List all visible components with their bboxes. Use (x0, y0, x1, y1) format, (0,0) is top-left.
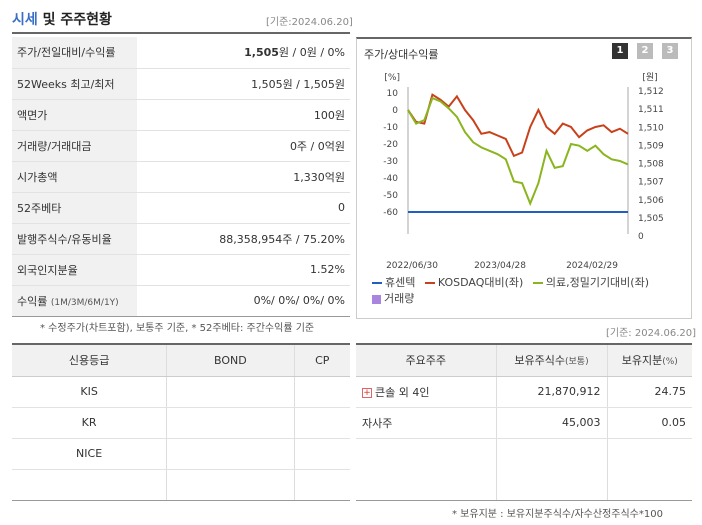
x-tick-label: 2024/02/29 (566, 261, 618, 271)
table-row: 발행주식수/유동비율 88,358,954주 / 75.20% (12, 223, 350, 255)
y-tick-label: -60 (383, 208, 398, 218)
chart-tab-1[interactable]: 1 (612, 43, 628, 59)
table-row: 52Weeks 최고/최저 1,505원 / 1,505원 (12, 68, 350, 100)
y-tick-label: -50 (383, 191, 398, 201)
holder-name: 자사주 (356, 407, 496, 439)
table-row (356, 438, 692, 501)
x-tick-label: 2023/04/28 (474, 261, 526, 271)
y-right-tick-label: 1,508 (638, 160, 664, 170)
y-tick-label: -20 (383, 140, 398, 150)
table-row: 수익률 (1M/3M/6M/1Y) 0%/ 0%/ 0%/ 0% (12, 285, 350, 317)
y-tick-label: -40 (383, 174, 398, 184)
table-row: KIS (12, 376, 350, 408)
price-table: 주가/전일대비/수익률 1,505원 / 0원 / 0% 52Weeks 최고/최… (12, 37, 350, 317)
table-row: 외국인지분율 1.52% (12, 254, 350, 286)
y-right-tick-label: 1,506 (638, 196, 664, 206)
expand-icon[interactable]: + (362, 387, 372, 398)
credit-rating-table: 신용등급 BOND CP KIS KR NICE (12, 343, 350, 501)
base-date-2: [기준: 2024.06.20] (606, 328, 697, 339)
legend-item: 휴센텍 (372, 274, 415, 290)
holder-footnote: * 보유지분 : 보유지분주식수/자수산정주식수*100 (452, 509, 663, 520)
table-row: 주가/전일대비/수익률 1,505원 / 0원 / 0% (12, 37, 350, 69)
chart-legend: 휴센텍 KOSDAQ대비(좌) 의료,정밀기기대비(좌) 거래량 (372, 274, 692, 306)
y-right-tick-label: 0 (638, 232, 644, 242)
shareholder-table: 주요주주 보유주식수(보통) 보유지분(%) + 큰솔 외 4인 21,870,9… (356, 343, 692, 501)
y-right-tick-label: 1,507 (638, 178, 664, 188)
legend-item: 의료,정밀기기대비(좌) (532, 274, 649, 290)
y-tick-label: -30 (383, 157, 398, 167)
holder-name: 큰솔 외 4인 (375, 385, 430, 399)
y-right-tick-label: 1,505 (638, 214, 664, 224)
table-row: 시가총액 1,330억원 (12, 161, 350, 193)
legend-item: 거래량 (372, 290, 414, 306)
y-tick-label: 0 (392, 106, 398, 116)
chart-tab-3[interactable]: 3 (662, 43, 678, 59)
y-tick-label: 10 (387, 89, 399, 99)
section-title: 시세 및 주주현황 (12, 12, 112, 28)
right-axis-unit: [원] (642, 72, 657, 83)
series-line (407, 96, 629, 207)
relative-return-chart: [%] [원] 10 0 -10 -20 -30 -40 -50 -60 1,512 1,511 1,5… (383, 72, 664, 271)
base-date: [기준:2024.06.20] (266, 17, 353, 28)
table-row: + 큰솔 외 4인 21,870,912 24.75 (356, 376, 692, 408)
y-right-tick-label: 1,509 (638, 141, 664, 151)
table-row: 자사주 45,003 0.05 (356, 407, 692, 439)
y-right-tick-label: 1,510 (638, 123, 664, 133)
divider (12, 32, 350, 34)
y-tick-label: -10 (383, 123, 398, 133)
chart-panel (356, 37, 692, 319)
y-right-tick-label: 1,512 (638, 87, 664, 97)
y-right-tick-label: 1,511 (638, 105, 664, 115)
chart-title: 주가/상대수익률 (364, 48, 439, 61)
table-row: KR (12, 407, 350, 439)
table-row: 52주베타 0 (12, 192, 350, 224)
table-row: 액면가 100원 (12, 99, 350, 131)
legend-item: KOSDAQ대비(좌) (424, 274, 523, 290)
chart-tab-2[interactable]: 2 (637, 43, 653, 59)
table-row: 거래량/거래대금 0주 / 0억원 (12, 130, 350, 162)
series-line (407, 93, 629, 158)
x-tick-label: 2022/06/30 (386, 261, 438, 271)
table-row (12, 469, 350, 501)
table-row: NICE (12, 438, 350, 470)
left-axis-unit: [%] (384, 73, 400, 83)
price-footnote: * 수정주가(차트포함), 보통주 기준, * 52주베타: 주간수익률 기준 (40, 323, 315, 334)
